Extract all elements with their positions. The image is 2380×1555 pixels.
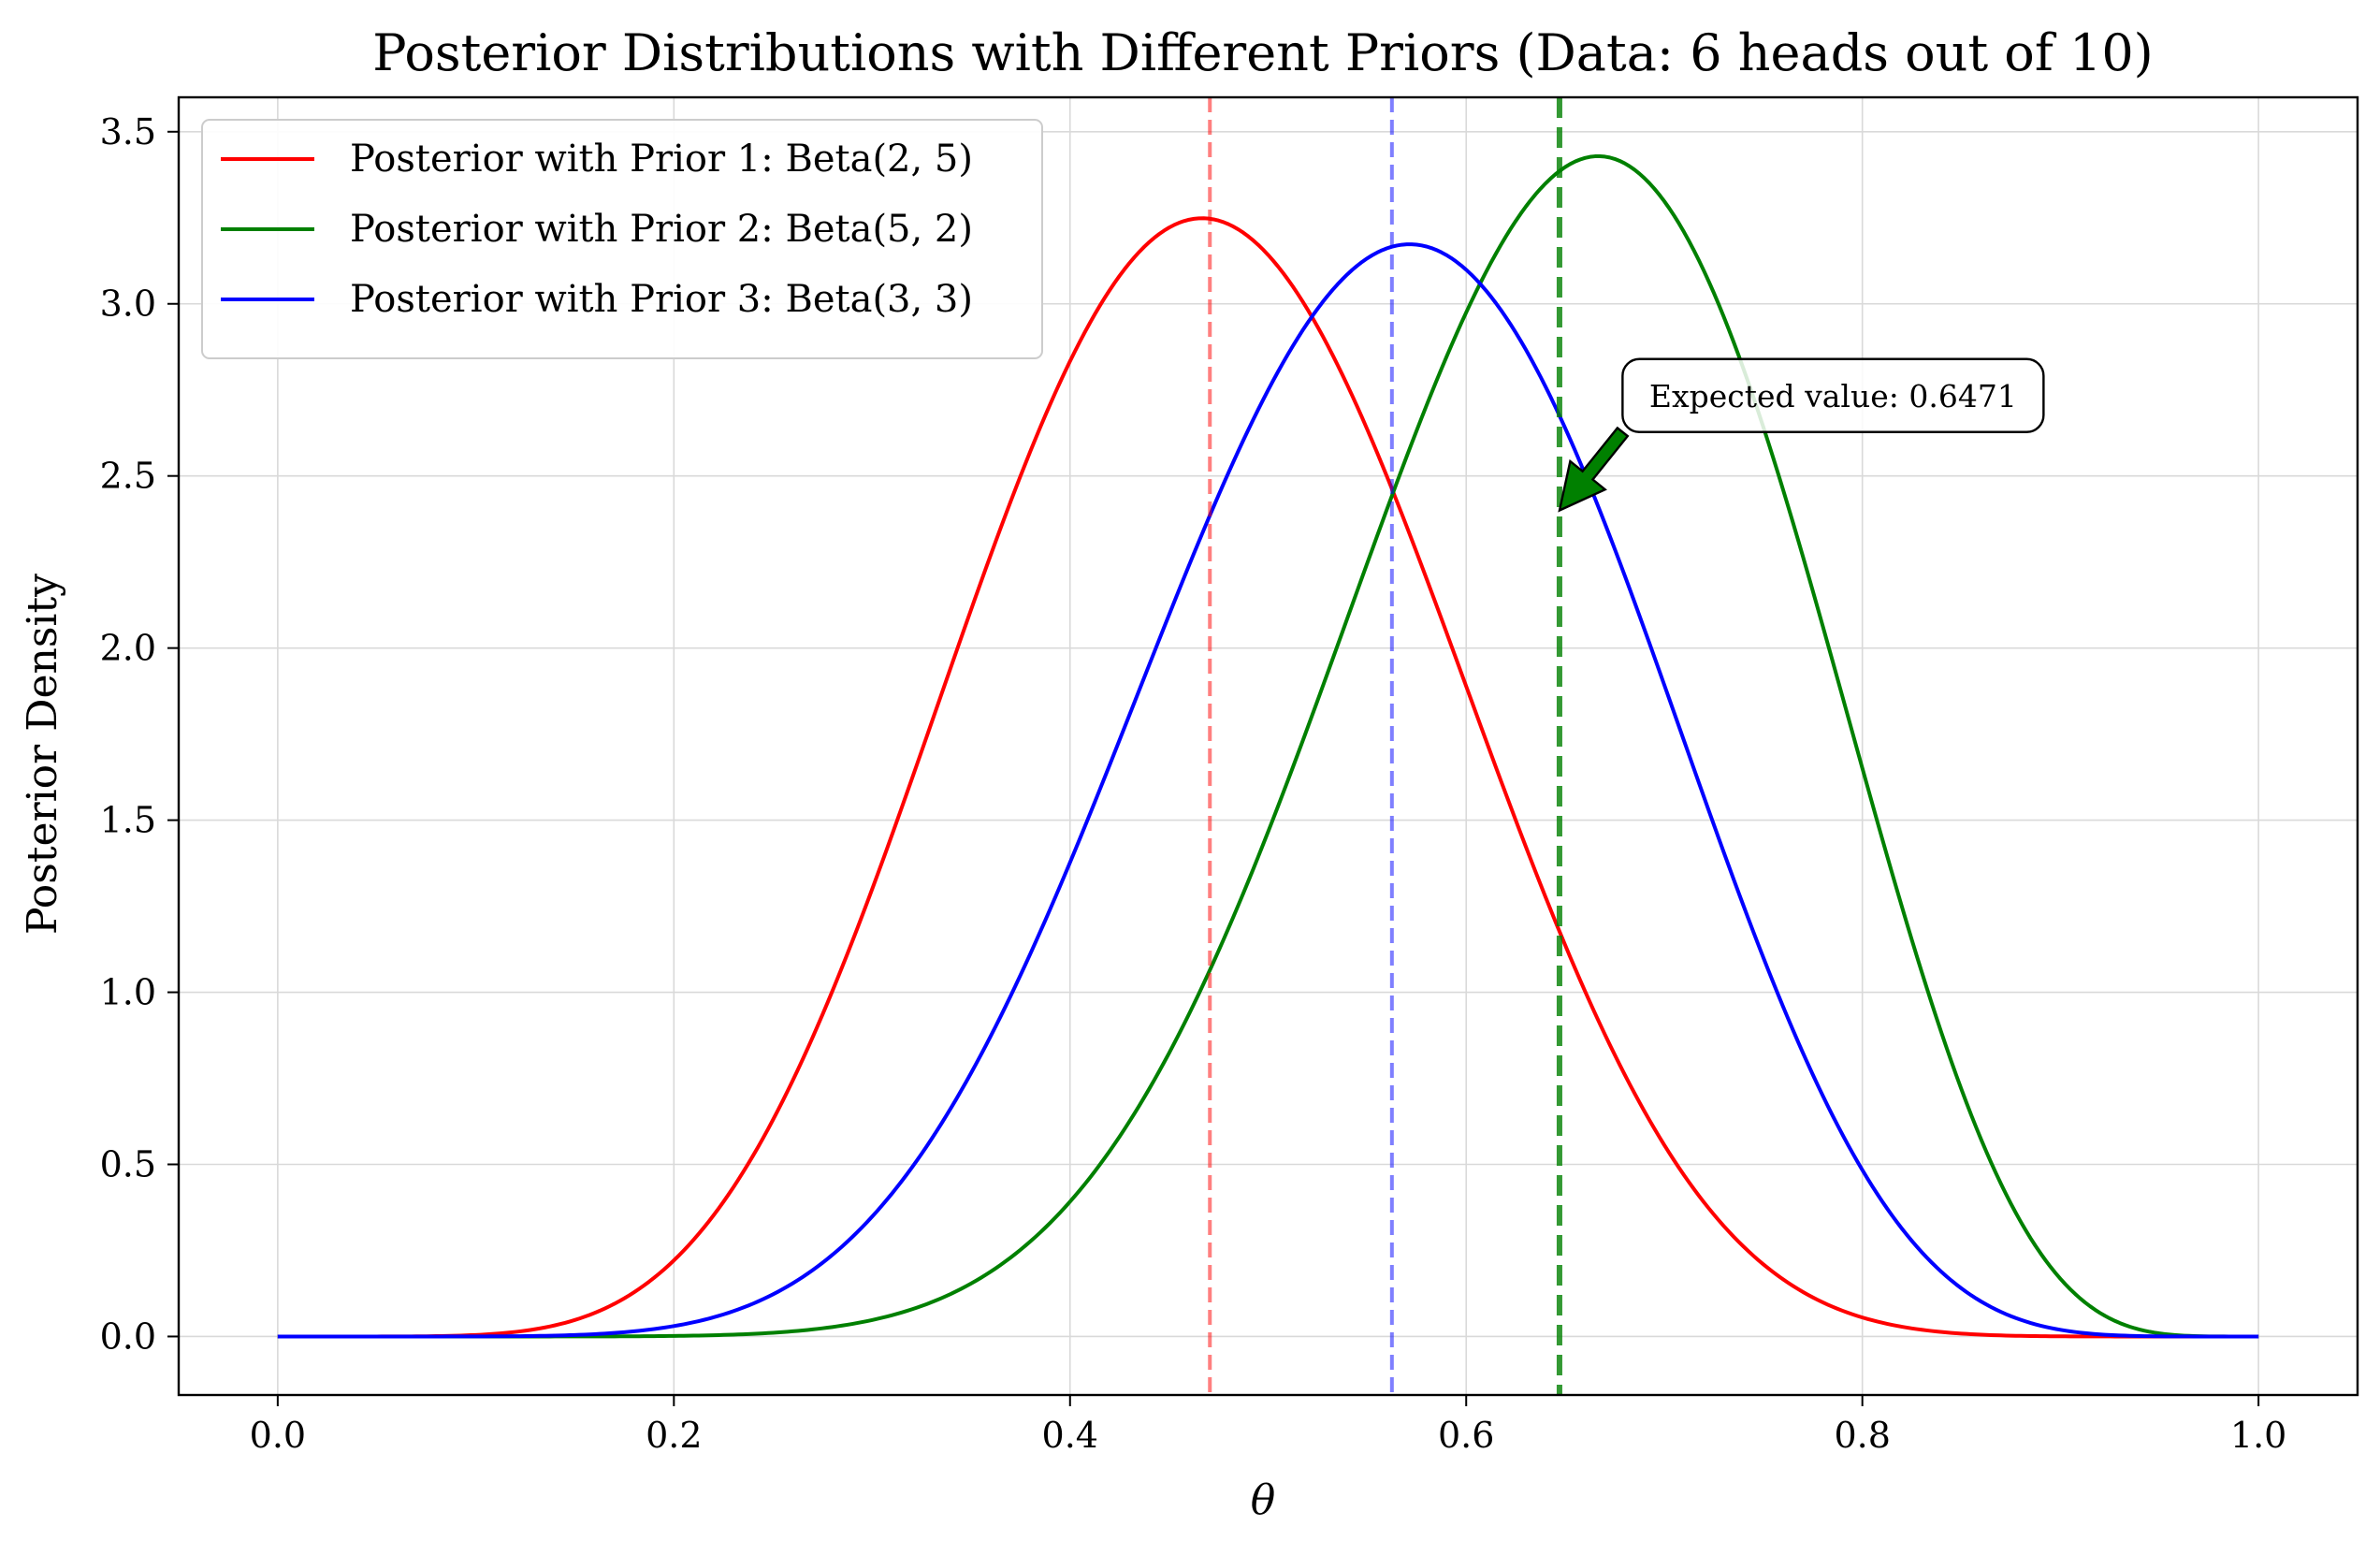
expected-value-lines — [1208, 97, 1562, 1395]
x-tick-label: 0.2 — [646, 1415, 702, 1456]
x-tick-label: 1.0 — [2230, 1415, 2286, 1456]
series-line-3 — [277, 242, 2259, 1339]
legend-box — [201, 119, 1043, 359]
y-tick-label: 1.5 — [100, 800, 156, 841]
series-line-1 — [277, 216, 2259, 1339]
legend-label-1: Posterior with Prior 1: Beta(2, 5) — [350, 138, 973, 181]
legend: Posterior with Prior 1: Beta(2, 5) Poster… — [201, 119, 1043, 359]
series-line-2 — [277, 153, 2259, 1339]
series-lines — [277, 153, 2259, 1339]
axes — [177, 95, 2359, 1397]
chart-title: Posterior Distributions with Different P… — [372, 23, 2154, 82]
expected-value-annotation: Expected value: 0.6471 — [1558, 357, 2045, 513]
y-tick-label: 2.0 — [100, 628, 156, 669]
y-tick-label: 0.5 — [100, 1144, 156, 1185]
ticks: 0.0 0.2 0.4 0.6 0.8 1.0 0.0 0.5 1.0 1.5 2.0 2.5 3.0 3… — [100, 111, 2287, 1456]
y-tick-label: 2.5 — [100, 456, 156, 497]
x-tick-label: 0.8 — [1834, 1415, 1890, 1456]
x-tick-label: 0.4 — [1042, 1415, 1098, 1456]
x-tick-label: 0.0 — [250, 1415, 306, 1456]
y-axis-label: Posterior Density — [19, 574, 66, 935]
x-tick-label: 0.6 — [1438, 1415, 1494, 1456]
grid — [179, 97, 2358, 1395]
annotation-box — [1621, 357, 2045, 433]
x-axis-label: θ — [1251, 1476, 1276, 1524]
y-tick-label: 3.0 — [100, 283, 156, 325]
annotation-arrow — [1558, 426, 1630, 513]
legend-label-3: Posterior with Prior 3: Beta(3, 3) — [350, 278, 973, 321]
y-tick-label: 3.5 — [100, 111, 156, 153]
y-tick-label: 0.0 — [100, 1315, 156, 1357]
legend-label-2: Posterior with Prior 2: Beta(5, 2) — [350, 208, 973, 251]
plot-frame — [177, 95, 2359, 1397]
annotation-text: Expected value: 0.6471 — [1649, 378, 2017, 414]
y-tick-label: 1.0 — [100, 972, 156, 1013]
